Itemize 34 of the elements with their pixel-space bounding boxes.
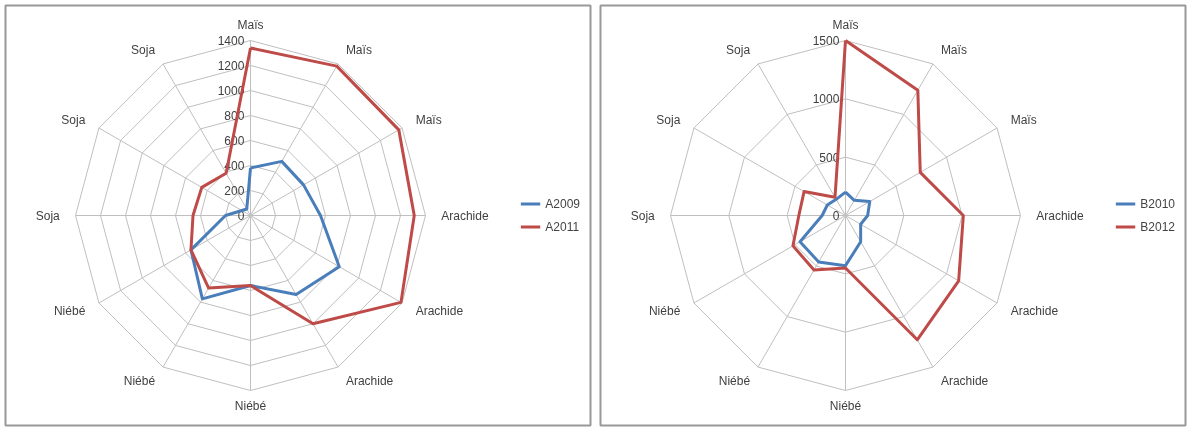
y-tick-label: 200 (224, 184, 245, 198)
legend-label: B2012 (1140, 219, 1175, 234)
spoke-label: Maïs (237, 17, 264, 32)
legend-label: A2011 (545, 219, 580, 234)
y-tick-label: 1200 (217, 59, 245, 73)
spoke-label: Niébé (718, 373, 751, 388)
spoke-label: Soja (656, 113, 681, 128)
spoke-label: Arachide (940, 373, 989, 388)
y-tick-label: 1500 (812, 34, 840, 48)
spoke-label: Soja (726, 43, 751, 58)
y-tick-label: 1000 (812, 92, 840, 107)
spoke-label: Niébé (53, 303, 86, 318)
legend-label: A2009 (545, 196, 580, 211)
spoke-label: Niébé (648, 303, 681, 318)
y-tick-label: 1400 (217, 34, 245, 48)
spoke-label: Arachide (415, 303, 464, 318)
legend-label: B2010 (1140, 196, 1175, 211)
spoke-label: Soja (61, 113, 86, 128)
spoke-label: Niébé (123, 373, 156, 388)
spoke-label: Maïs (940, 43, 967, 58)
spoke-label: Arachide (1036, 208, 1084, 223)
spoke-label: Niébé (829, 399, 862, 414)
spoke-label: Arachide (441, 208, 489, 223)
spoke-label: Arachide (345, 373, 394, 388)
spoke-label: Soja (35, 208, 61, 223)
spoke-label: Maïs (832, 17, 859, 32)
spoke-label: Maïs (1010, 113, 1037, 128)
spoke-label: Arachide (1010, 303, 1059, 318)
spoke-label: Maïs (415, 113, 442, 128)
spoke-label: Niébé (234, 399, 267, 414)
y-tick-label: 0 (832, 209, 840, 223)
spoke-label: Maïs (345, 43, 372, 58)
spoke-label: Soja (131, 43, 156, 58)
spoke-label: Soja (630, 208, 656, 223)
